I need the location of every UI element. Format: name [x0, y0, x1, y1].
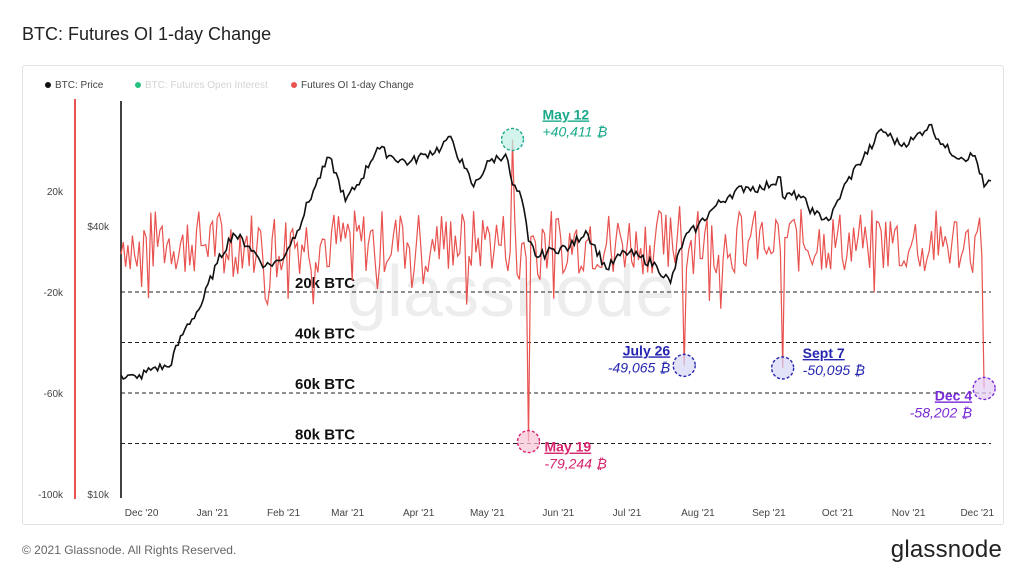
x-tick-9: Sep '21: [752, 508, 786, 519]
annotation-date-1: May 19: [545, 439, 592, 455]
y-left-tick-1: -20k: [44, 288, 64, 299]
x-tick-1: Jan '21: [197, 508, 229, 519]
page-title: BTC: Futures OI 1-day Change: [22, 24, 272, 44]
legend-label-0: BTC: Price: [55, 80, 104, 91]
x-tick-11: Nov '21: [892, 508, 926, 519]
series-price-line: [120, 123, 992, 381]
y-price-tick-0: $40k: [87, 222, 110, 233]
legend-label-2: Futures OI 1-day Change: [301, 80, 414, 91]
annotation-date-0: May 12: [543, 106, 590, 122]
y-left-tick-0: 20k: [47, 187, 64, 198]
threshold-label-2: 60k BTC: [295, 376, 355, 393]
copyright-footer: © 2021 Glassnode. All Rights Reserved.: [22, 543, 237, 557]
annotation-value-2: -49,065 ₿: [608, 359, 670, 375]
annotation-marker-1: [516, 429, 541, 454]
threshold-label-1: 40k BTC: [295, 326, 355, 343]
y-price-tick-1: $10k: [87, 490, 110, 501]
y-left-tick-2: -60k: [44, 389, 64, 400]
x-tick-4: Apr '21: [403, 508, 435, 519]
annotation-value-3: -50,095 ₿: [803, 362, 865, 378]
annotation-marker-0: [500, 127, 525, 152]
series-oi-change-line: [120, 139, 985, 442]
annotation-marker-4: [972, 376, 996, 401]
x-tick-2: Feb '21: [267, 508, 300, 519]
annotation-date-4: Dec 4: [935, 387, 973, 403]
legend-marker-1: [135, 82, 141, 88]
legend-marker-2: [291, 82, 297, 88]
threshold-label-3: 80k BTC: [295, 427, 355, 444]
x-tick-0: Dec '20: [125, 508, 159, 519]
legend-label-1: BTC: Futures Open Interest: [145, 80, 268, 91]
annotation-marker-3: [770, 356, 795, 380]
legend-marker-0: [45, 82, 51, 88]
x-tick-12: Dec '21: [960, 508, 994, 519]
x-tick-5: May '21: [470, 508, 505, 519]
x-tick-6: Jun '21: [542, 508, 574, 519]
chart-card: glassnode BTC: Price BTC: Futures Open Int…: [22, 65, 1004, 525]
brand-logo: glassnode: [890, 536, 1002, 563]
annotation-value-1: -79,244 ₿: [545, 456, 607, 472]
annotation-date-2: July 26: [623, 342, 671, 358]
annotation-date-3: Sept 7: [803, 345, 845, 361]
x-tick-7: Jul '21: [613, 508, 642, 519]
annotation-value-0: +40,411 ₿: [543, 123, 608, 139]
threshold-label-0: 20k BTC: [295, 275, 355, 292]
x-tick-8: Aug '21: [681, 508, 715, 519]
y-left-tick-3: -100k: [38, 490, 64, 501]
x-tick-3: Mar '21: [331, 508, 364, 519]
oi-axis-bar: [74, 99, 76, 499]
annotation-value-4: -58,202 ₿: [910, 404, 972, 420]
x-tick-10: Oct '21: [822, 508, 854, 519]
annotation-marker-2: [672, 353, 696, 378]
